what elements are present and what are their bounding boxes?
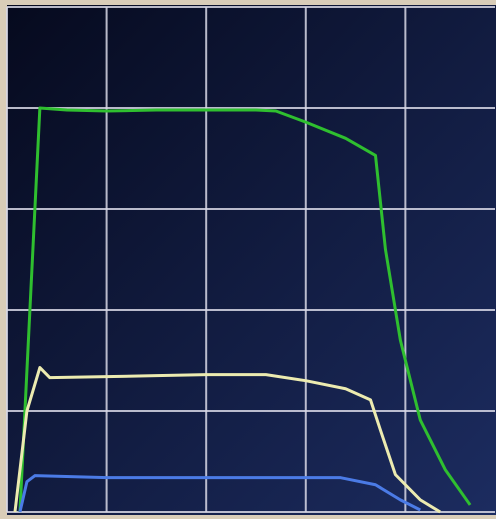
screen <box>7 5 496 515</box>
page: (() => { const data = JSON.parse(documen… <box>0 0 496 519</box>
chart <box>0 0 496 519</box>
